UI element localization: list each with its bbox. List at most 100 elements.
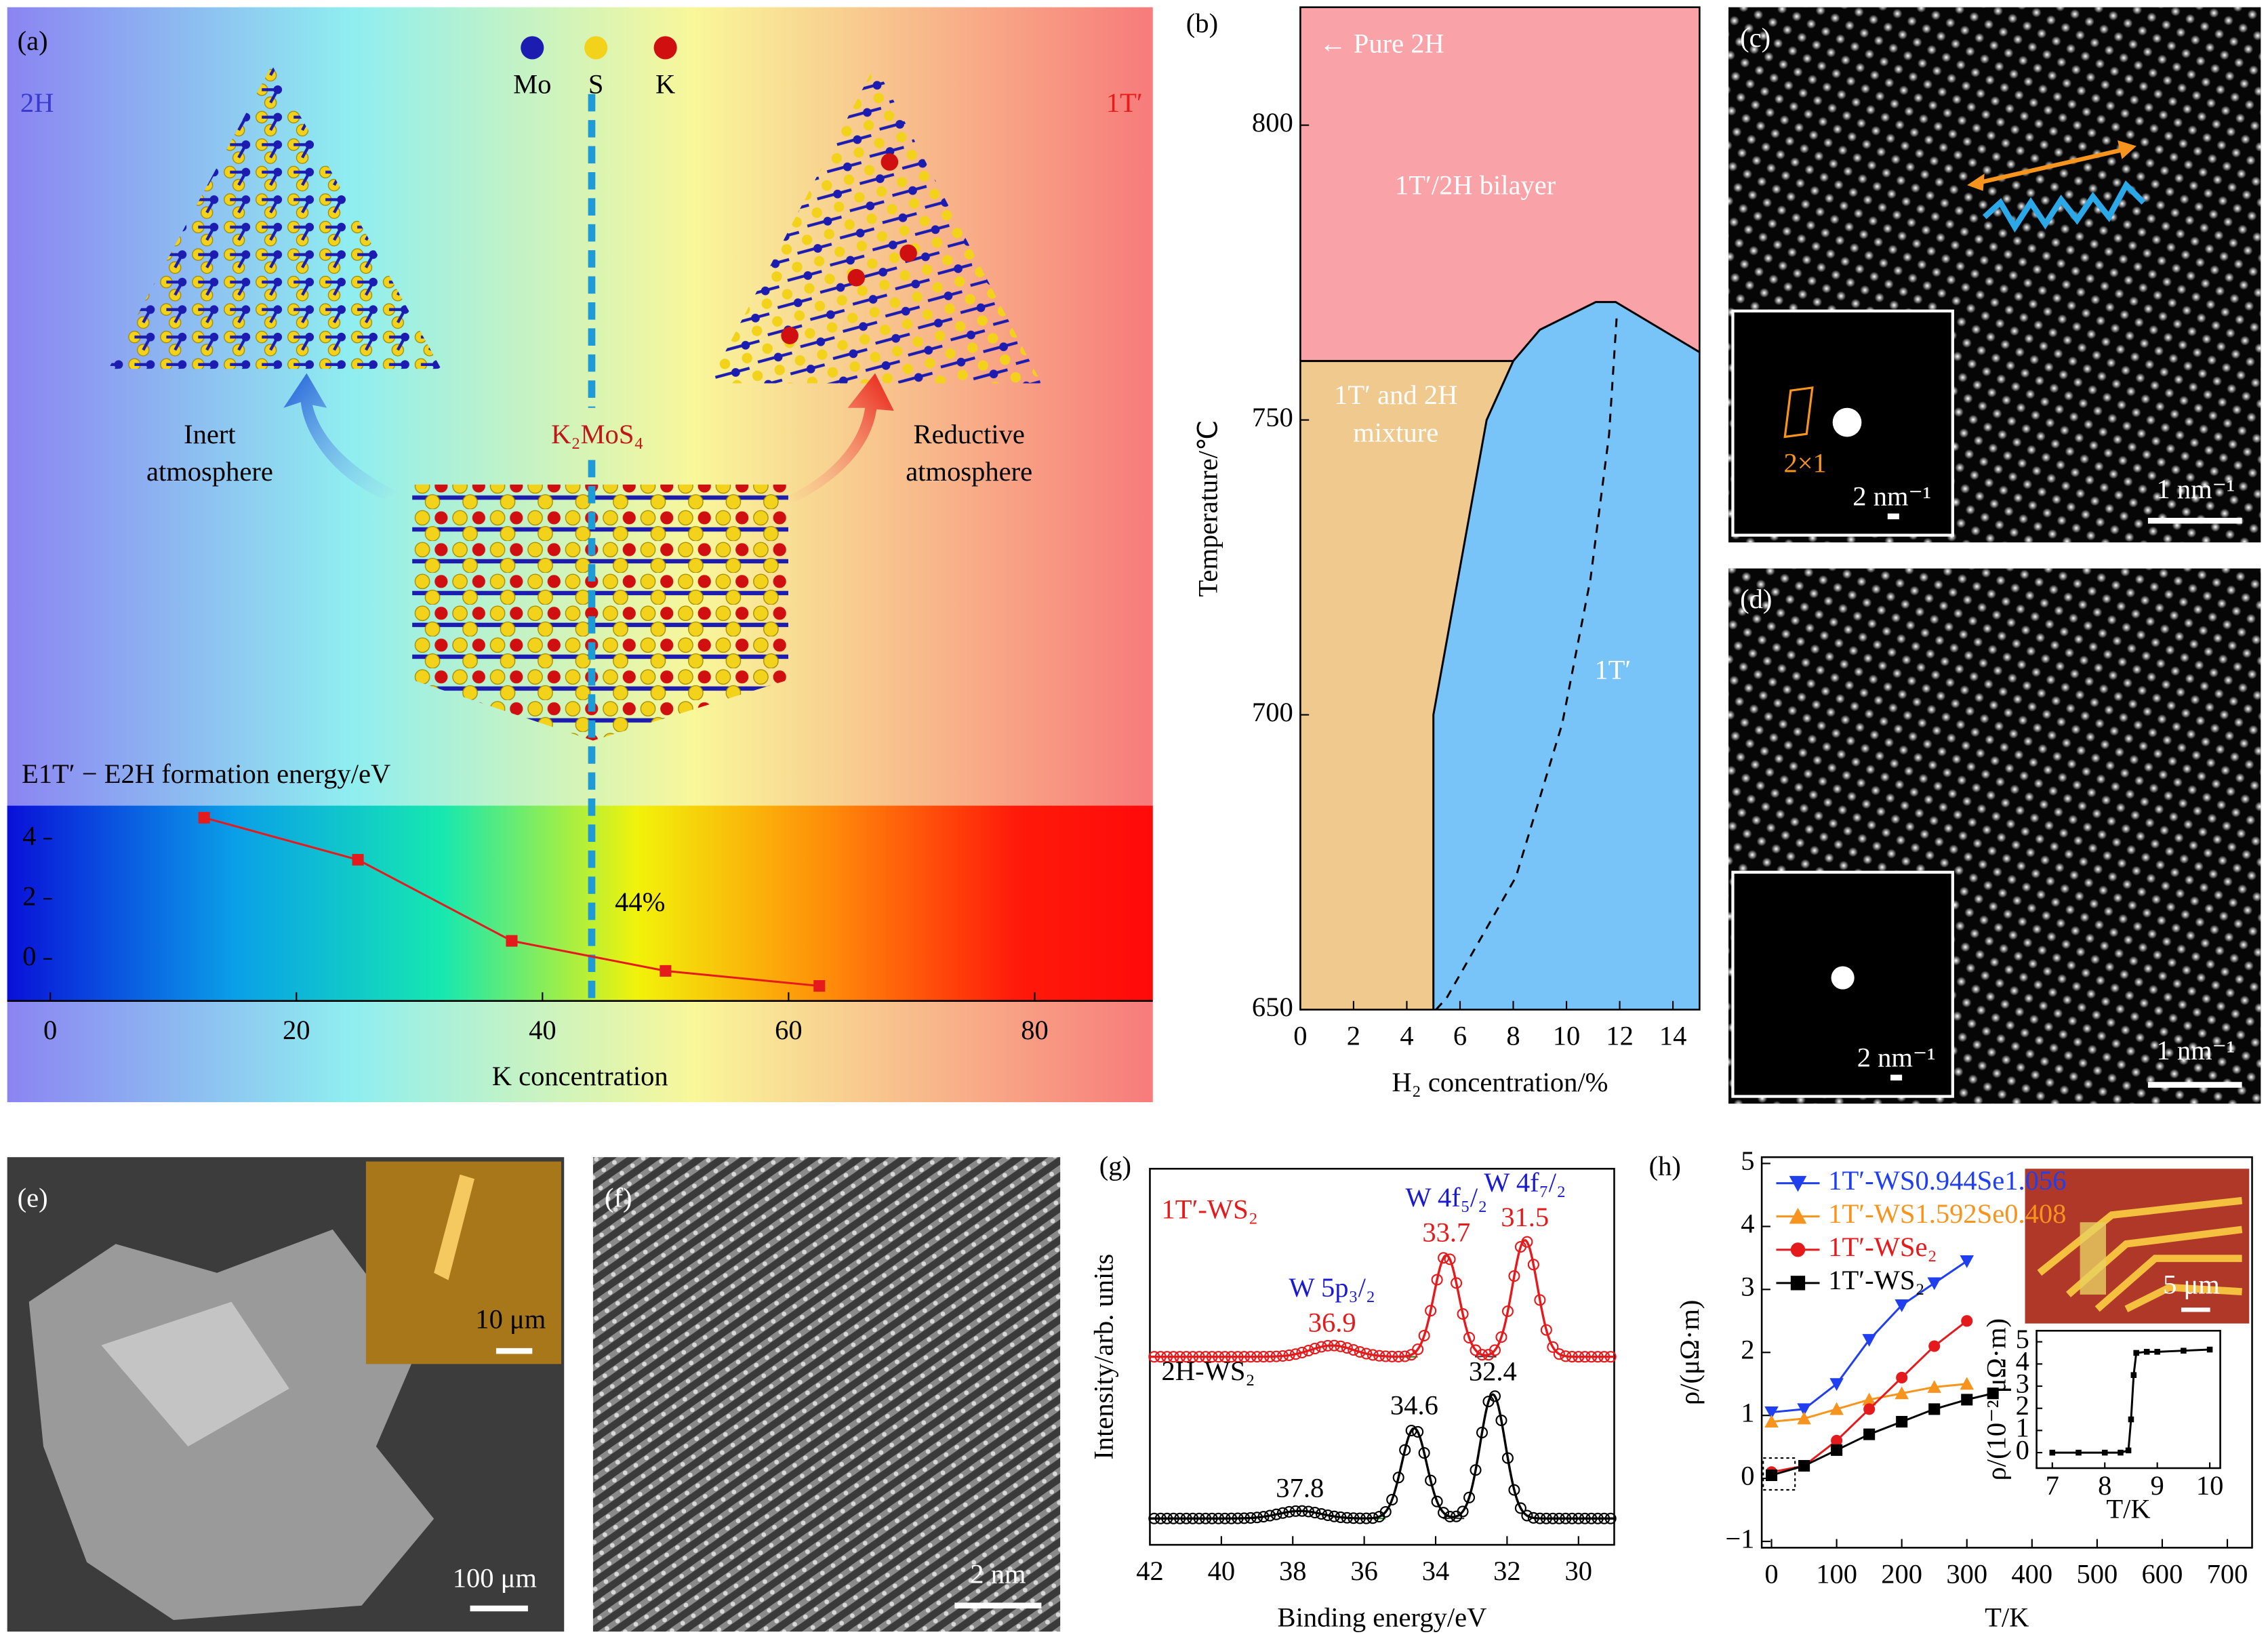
data-point xyxy=(2128,1416,2134,1423)
arrow-label: Inert xyxy=(184,419,236,449)
atom-label: K xyxy=(655,68,675,99)
data-point xyxy=(2206,1346,2213,1353)
measured-point xyxy=(1412,1425,1424,1438)
x-tick-label: 10 xyxy=(2196,1470,2224,1501)
data-point xyxy=(1960,1377,1974,1390)
measured-point xyxy=(1187,1351,1199,1363)
scale-bar xyxy=(495,1348,533,1354)
y-tick-label: 750 xyxy=(1252,402,1293,432)
measured-point xyxy=(1206,1351,1218,1363)
energy-band xyxy=(7,805,1153,1001)
scale-bar xyxy=(954,1602,1042,1608)
measured-point xyxy=(1425,1305,1437,1317)
data-point xyxy=(198,811,210,824)
data-point xyxy=(1896,1415,1908,1428)
measured-point xyxy=(1476,1426,1489,1438)
data-point xyxy=(1863,1428,1876,1440)
peak-position: 32.4 xyxy=(1469,1356,1517,1387)
data-point xyxy=(1927,1380,1941,1393)
atom-label: Mo xyxy=(513,68,551,99)
data-point xyxy=(1831,1444,1843,1456)
data-point xyxy=(2101,1449,2108,1456)
1t-flake xyxy=(708,65,1042,384)
measured-point xyxy=(1451,1277,1463,1289)
central-spot xyxy=(1831,966,1855,990)
measured-point xyxy=(1348,1344,1360,1356)
scale-bar xyxy=(2147,1082,2242,1088)
fit-component xyxy=(1396,1254,1497,1358)
x-tick-label: 40 xyxy=(529,1015,556,1045)
peak-position: 33.7 xyxy=(1422,1217,1470,1247)
panel-label: (c) xyxy=(1740,22,1770,53)
x-tick-label: 0 xyxy=(1764,1558,1778,1589)
data-point xyxy=(2130,1372,2137,1378)
atom-legend xyxy=(521,36,544,60)
measured-point xyxy=(1566,1512,1578,1524)
data-point xyxy=(2118,1449,2124,1456)
measured-point xyxy=(1431,1495,1443,1507)
measured-point xyxy=(1315,1507,1327,1520)
measured-point xyxy=(1263,1510,1276,1522)
measured-point xyxy=(1598,1351,1611,1363)
y-tick-label: 4 xyxy=(2016,1346,2029,1377)
arrow-head xyxy=(2118,140,2137,159)
x-tick-label: 10 xyxy=(1553,1020,1581,1051)
data-point xyxy=(1790,1242,1806,1257)
hrtem-image xyxy=(592,1157,1061,1632)
panel-label: (g) xyxy=(1099,1151,1131,1181)
x-tick-label: 80 xyxy=(1021,1015,1049,1045)
zoom-box xyxy=(1762,1457,1796,1491)
measured-point xyxy=(1585,1512,1598,1524)
x-tick-label: 60 xyxy=(775,1015,803,1045)
scale-label: 2 nm xyxy=(970,1558,1026,1589)
region xyxy=(1300,361,1514,1010)
fit-component xyxy=(1474,1239,1575,1358)
data-point xyxy=(2125,1447,2132,1454)
data-point xyxy=(1764,1415,1779,1428)
measured-point xyxy=(1553,1512,1565,1524)
y-tick-label: −1 xyxy=(1725,1523,1754,1554)
fit-component xyxy=(1364,1427,1465,1520)
measured-point xyxy=(1206,1512,1218,1524)
data-point xyxy=(352,853,364,866)
peak-label: W 5p₃/₂ xyxy=(1289,1272,1375,1303)
measured-point xyxy=(1167,1512,1179,1524)
k-atom xyxy=(880,153,899,171)
measured-point xyxy=(1514,1502,1526,1514)
measured-point xyxy=(1418,1447,1430,1459)
measured-point xyxy=(1482,1349,1495,1361)
phase-label: 2H xyxy=(20,87,54,118)
region-label: 1T′/2H bilayer xyxy=(1395,170,1556,201)
measured-point xyxy=(1193,1351,1205,1363)
x-tick-label: 700 xyxy=(2207,1558,2248,1589)
scale-bar xyxy=(470,1605,528,1612)
measured-point xyxy=(1276,1507,1289,1519)
measured-point xyxy=(1219,1512,1231,1524)
legend-label: 1T′-WS0.944Se1.056 xyxy=(1828,1165,2066,1196)
measured-point xyxy=(1444,1510,1456,1523)
x-tick-label: 38 xyxy=(1279,1556,1307,1586)
nanoribbon xyxy=(434,1174,474,1280)
measured-point xyxy=(1341,1342,1353,1354)
measured-point xyxy=(1553,1348,1565,1360)
measured-point xyxy=(1193,1512,1205,1524)
measured-point xyxy=(1309,1507,1321,1519)
measured-point xyxy=(1315,1341,1327,1353)
measured-point xyxy=(1270,1350,1282,1362)
y-axis-label: Temperature/℃ xyxy=(1192,420,1223,597)
measured-point xyxy=(1263,1350,1276,1362)
data-point xyxy=(2154,1349,2160,1355)
measured-point xyxy=(1399,1444,1411,1456)
data-point xyxy=(1927,1277,1941,1291)
measured-point xyxy=(1431,1274,1443,1286)
measured-point xyxy=(1167,1351,1179,1363)
data-point xyxy=(1798,1460,1810,1472)
x-axis-label: H₂ concentration/% xyxy=(1392,1067,1608,1097)
y-tick-label: 2 xyxy=(2016,1390,2029,1421)
region xyxy=(1433,302,1700,1010)
data-point xyxy=(813,980,826,992)
measured-point xyxy=(1470,1344,1482,1356)
measured-point xyxy=(1360,1348,1373,1360)
measured-point xyxy=(1283,1505,1295,1518)
